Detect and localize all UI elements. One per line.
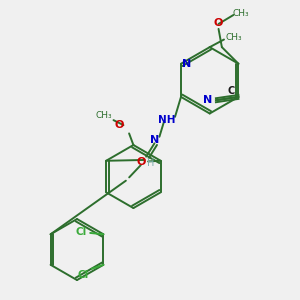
Text: O: O	[115, 120, 124, 130]
Text: NH: NH	[158, 115, 176, 125]
Text: Cl: Cl	[77, 270, 88, 280]
Text: CH₃: CH₃	[232, 9, 249, 18]
Text: CH₃: CH₃	[226, 33, 242, 42]
Text: H: H	[147, 158, 154, 168]
Text: O: O	[214, 18, 223, 28]
Text: O: O	[137, 158, 146, 167]
Text: C: C	[227, 86, 235, 96]
Text: N: N	[203, 95, 213, 105]
Text: CH₃: CH₃	[95, 111, 112, 120]
Text: N: N	[150, 135, 159, 145]
Text: Cl: Cl	[76, 227, 87, 237]
Text: N: N	[182, 59, 192, 69]
